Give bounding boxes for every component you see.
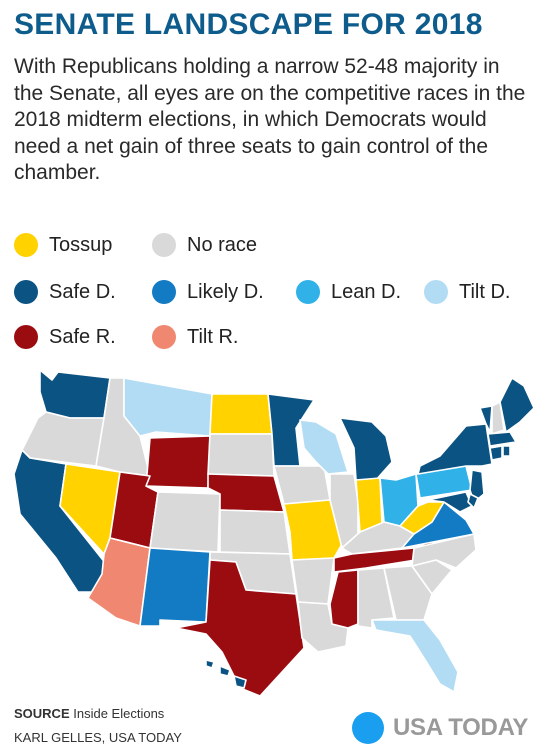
state-de: [467, 493, 479, 509]
legend-label-tilt-d: Tilt D.: [459, 280, 511, 303]
legend-swatch-safe-r: [14, 325, 38, 349]
legend-item-tossup: Tossup: [14, 233, 152, 257]
source-text: Inside Elections: [73, 706, 165, 721]
state-or: [21, 411, 105, 467]
legend-item-likely-d: Likely D.: [152, 280, 296, 304]
state-ma: [487, 431, 517, 447]
byline: KARL GELLES, USA TODAY: [14, 730, 182, 745]
state-ct: [489, 445, 503, 461]
state-la: [297, 601, 349, 653]
legend-label-lean-d: Lean D.: [331, 280, 402, 303]
state-ks: [219, 509, 291, 555]
legend-swatch-lean-d: [296, 280, 320, 304]
state-nj: [469, 469, 485, 503]
legend-row-2: Safe D. Likely D. Lean D. Tilt D.: [14, 278, 510, 306]
logo-dot-icon: [352, 712, 384, 744]
legend-item-no-race: No race: [152, 233, 257, 257]
state-ia: [273, 465, 331, 505]
legend-item-tilt-r: Tilt R.: [152, 325, 238, 349]
state-ne: [207, 473, 285, 513]
legend-swatch-tilt-d: [424, 280, 448, 304]
us-senate-map: [0, 362, 540, 702]
legend-item-safe-d: Safe D.: [14, 280, 152, 304]
state-mi: [339, 417, 393, 481]
state-ar: [291, 557, 335, 605]
state-fl: [371, 619, 459, 693]
legend-item-lean-d: Lean D.: [296, 280, 424, 304]
state-wi: [299, 419, 349, 475]
state-nm: [139, 547, 211, 627]
legend-swatch-tossup: [14, 233, 38, 257]
logo-text: USA TODAY: [393, 714, 529, 741]
state-nd: [209, 393, 273, 435]
legend-label-safe-d: Safe D.: [49, 280, 116, 303]
state-ri: [502, 445, 511, 457]
legend-item-tilt-d: Tilt D.: [424, 280, 510, 304]
source-note: SOURCE Inside Elections: [14, 706, 164, 721]
state-ga: [383, 565, 433, 621]
state-sd: [207, 433, 275, 477]
state-wy: [145, 435, 211, 489]
legend-label-tossup: Tossup: [49, 233, 113, 256]
legend-item-safe-r: Safe R.: [14, 325, 152, 349]
source-label: SOURCE: [14, 706, 70, 721]
state-co: [149, 491, 221, 553]
legend-label-safe-r: Safe R.: [49, 325, 116, 348]
legend-label-no-race: No race: [187, 233, 258, 256]
legend-row-3: Safe R. Tilt R.: [14, 323, 238, 351]
state-md: [427, 491, 473, 513]
legend-swatch-safe-d: [14, 280, 38, 304]
state-ms: [329, 569, 359, 629]
state-mt: [123, 377, 213, 437]
page-title: SENATE LANDSCAPE FOR 2018: [14, 8, 483, 41]
legend-swatch-tilt-r: [152, 325, 176, 349]
state-az: [87, 537, 151, 627]
state-tx: [175, 559, 305, 697]
legend-label-likely-d: Likely D.: [187, 280, 264, 303]
usa-today-logo: USA TODAY: [352, 712, 528, 744]
state-ny: [417, 423, 493, 475]
state-wa: [39, 369, 111, 419]
state-hi: [205, 659, 247, 689]
legend-swatch-no-race: [152, 233, 176, 257]
state-vt: [479, 405, 493, 433]
legend-swatch-likely-d: [152, 280, 176, 304]
intro-text: With Republicans holding a narrow 52-48 …: [14, 55, 526, 184]
legend-label-tilt-r: Tilt R.: [187, 325, 239, 348]
legend-row-1: Tossup No race: [14, 231, 257, 259]
state-me: [499, 377, 535, 433]
